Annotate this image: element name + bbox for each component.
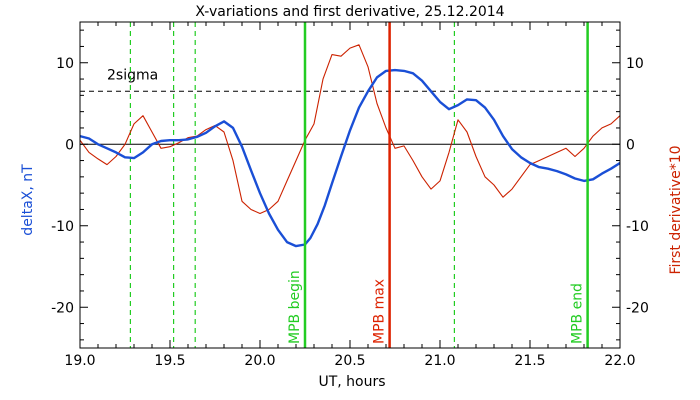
plot-area: 2sigma MPB begin MPB max MPB end 19.0 19.5 20.… bbox=[51, 21, 649, 369]
y-tick-label-left: -10 bbox=[51, 219, 74, 235]
chart-title: X-variations and first derivative, 25.12… bbox=[195, 4, 504, 20]
y-tick-label-left: -20 bbox=[51, 300, 74, 316]
y-tick-label-left: 10 bbox=[56, 56, 74, 72]
y-tick-label-left: 0 bbox=[65, 137, 74, 153]
mpb-label: MPB max bbox=[372, 279, 388, 344]
x-tick-label: 21.5 bbox=[514, 353, 545, 369]
y-tick-label-right: 0 bbox=[626, 137, 635, 153]
sigma-label: 2sigma bbox=[107, 67, 158, 83]
x-tick-label: 20.5 bbox=[334, 353, 365, 369]
derivative-line bbox=[79, 44, 621, 215]
x-tick-label: 20.0 bbox=[244, 353, 275, 369]
y-tick-label-right: -10 bbox=[626, 219, 649, 235]
mpb-label: MPB end bbox=[570, 283, 586, 344]
y-axis-label-left: deltaX, nT bbox=[20, 164, 36, 236]
deltax-line bbox=[79, 68, 621, 248]
y-tick-label-right: -20 bbox=[626, 300, 649, 316]
x-tick-label: 21.0 bbox=[424, 353, 455, 369]
x-tick-label: 19.5 bbox=[154, 353, 185, 369]
plot-frame bbox=[79, 21, 621, 349]
x-tick-label: 22.0 bbox=[604, 353, 635, 369]
mpb-label: MPB begin bbox=[287, 270, 303, 344]
x-axis-label: UT, hours bbox=[318, 374, 385, 390]
y-axis-label-right: First derivative*10 bbox=[668, 145, 684, 274]
y-tick-label-right: 10 bbox=[626, 56, 644, 72]
x-tick-label: 19.0 bbox=[64, 353, 95, 369]
